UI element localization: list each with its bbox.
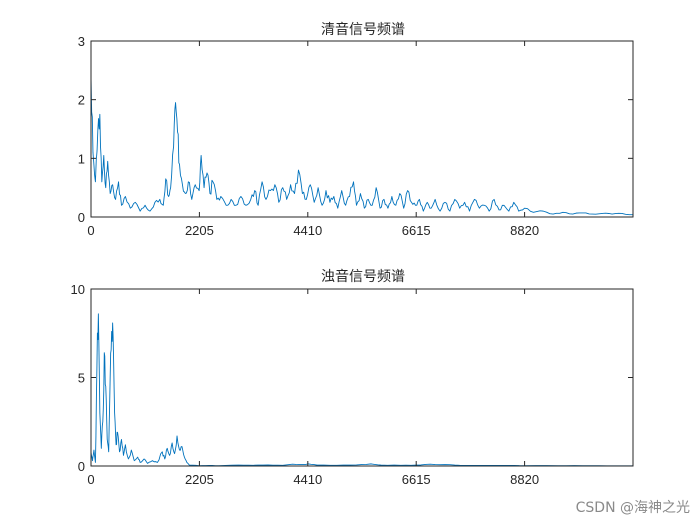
plot-frame bbox=[90, 288, 634, 467]
x-tick-label: 8820 bbox=[510, 472, 539, 487]
x-tick-label: 0 bbox=[87, 223, 94, 238]
y-tick-label: 2 bbox=[78, 93, 85, 108]
watermark-text: CSDN @海神之光 bbox=[575, 500, 690, 516]
y-tick-label: 10 bbox=[71, 282, 85, 297]
plot-frame bbox=[90, 40, 634, 218]
subplot-unvoiced-spectrum: 清音信号频谱 0 2205 4410 6615 8820 0 1 2 3 bbox=[78, 21, 634, 238]
y-tick-label: 1 bbox=[78, 151, 85, 166]
spectrum-line-series bbox=[90, 313, 634, 467]
x-tick-label: 8820 bbox=[510, 223, 539, 238]
x-tick-label: 2205 bbox=[185, 472, 214, 487]
y-tick-label: 0 bbox=[78, 210, 85, 225]
y-axis: 0 5 10 bbox=[71, 282, 633, 474]
subplot-voiced-spectrum: 浊音信号频谱 0 2205 4410 6615 8820 0 5 10 bbox=[71, 268, 634, 487]
y-tick-label: 0 bbox=[78, 459, 85, 474]
y-tick-label: 3 bbox=[78, 34, 85, 49]
y-axis: 0 1 2 3 bbox=[78, 34, 633, 225]
chart-title: 浊音信号频谱 bbox=[321, 268, 405, 285]
x-tick-label: 6615 bbox=[402, 223, 431, 238]
x-tick-label: 4410 bbox=[293, 223, 322, 238]
chart-title: 清音信号频谱 bbox=[321, 21, 405, 38]
spectrum-line-series bbox=[90, 76, 634, 216]
spectrum-line bbox=[90, 76, 634, 216]
spectrum-line bbox=[90, 313, 634, 467]
x-axis: 0 2205 4410 6615 8820 bbox=[87, 41, 539, 238]
x-axis: 0 2205 4410 6615 8820 bbox=[87, 289, 539, 487]
x-tick-label: 0 bbox=[87, 472, 94, 487]
y-tick-label: 5 bbox=[78, 371, 85, 386]
x-tick-label: 4410 bbox=[293, 472, 322, 487]
x-tick-label: 2205 bbox=[185, 223, 214, 238]
x-tick-label: 6615 bbox=[402, 472, 431, 487]
